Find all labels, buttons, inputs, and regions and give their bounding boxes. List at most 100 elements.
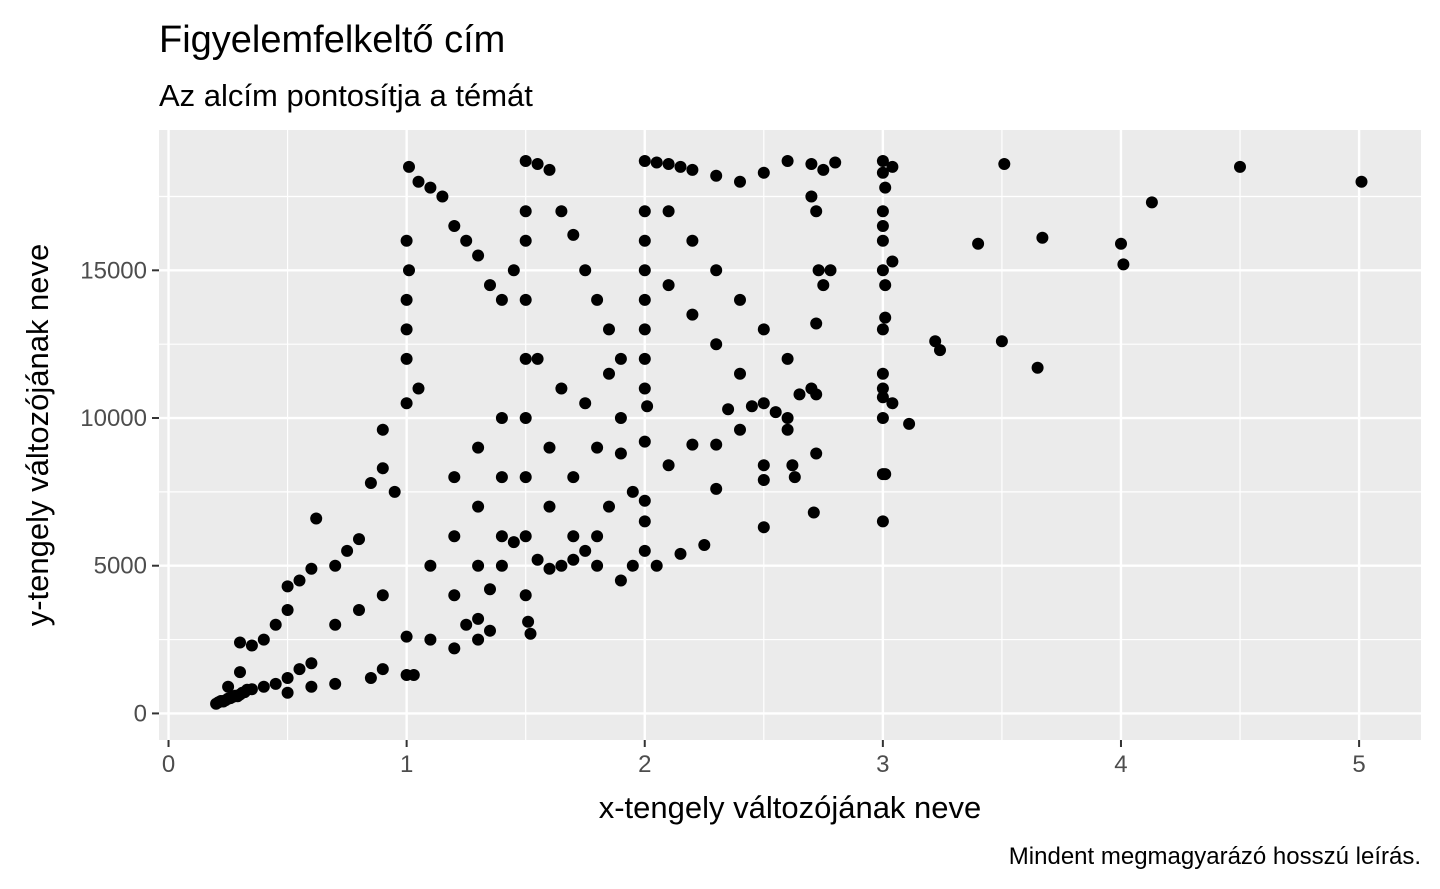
data-point (579, 397, 592, 410)
data-point (436, 190, 449, 203)
y-tick-label: 0 (134, 700, 147, 727)
data-point (824, 264, 837, 277)
data-point (531, 553, 544, 566)
data-point (734, 293, 746, 306)
y-axis-title: y-tengely változójának neve (20, 244, 55, 627)
data-point (460, 618, 473, 631)
data-point (591, 293, 604, 306)
data-point (1117, 258, 1130, 271)
data-point (781, 352, 794, 365)
data-point (519, 234, 532, 247)
x-tick-label: 4 (1114, 751, 1127, 778)
data-point (662, 279, 675, 292)
data-point (734, 175, 746, 188)
data-point (1031, 361, 1044, 374)
data-point (614, 447, 627, 460)
data-point (650, 559, 663, 572)
data-point (495, 530, 508, 543)
data-point (376, 462, 389, 475)
data-point (886, 397, 899, 410)
data-point (329, 618, 342, 631)
data-point (353, 533, 365, 546)
data-point (281, 604, 294, 616)
data-point (876, 412, 889, 424)
data-point (829, 156, 842, 169)
chart-title: Figyelemfelkeltő cím (159, 19, 505, 61)
data-point (484, 624, 496, 637)
data-point (555, 205, 568, 218)
data-point (400, 630, 413, 643)
data-point (876, 264, 889, 277)
data-point (484, 279, 496, 292)
data-point (507, 536, 520, 549)
data-point (257, 680, 270, 693)
data-point (495, 412, 508, 424)
data-point (460, 234, 473, 247)
data-point (686, 438, 699, 451)
data-point (281, 580, 294, 593)
data-point (310, 512, 323, 525)
data-point (519, 530, 532, 543)
data-point (472, 559, 485, 572)
data-point (305, 680, 318, 693)
data-point (876, 367, 889, 380)
data-point (641, 400, 654, 413)
data-point (638, 155, 651, 167)
x-tick-label: 3 (876, 751, 889, 778)
data-point (567, 228, 580, 241)
data-point (879, 181, 892, 194)
data-point (412, 382, 425, 395)
data-point (555, 382, 568, 395)
data-point (305, 562, 318, 575)
data-point (638, 382, 651, 395)
data-point (448, 220, 461, 232)
data-point (710, 482, 723, 495)
data-point (407, 669, 420, 681)
data-point (353, 604, 365, 616)
data-point (531, 352, 544, 365)
data-point (817, 163, 830, 176)
data-point (886, 255, 899, 268)
data-point (555, 559, 568, 572)
data-point (734, 423, 746, 436)
data-point (879, 279, 892, 292)
data-point (734, 367, 746, 380)
data-point (403, 160, 415, 173)
data-point (638, 323, 651, 336)
data-point (524, 627, 537, 640)
data-point (424, 181, 437, 194)
data-point (472, 612, 485, 625)
data-point (638, 515, 651, 528)
data-point (757, 323, 770, 336)
data-point (234, 666, 246, 679)
x-tick-label: 0 (162, 751, 175, 778)
data-point (614, 412, 627, 424)
x-tick-label: 2 (638, 751, 651, 778)
data-point (567, 553, 580, 566)
data-point (522, 615, 535, 628)
data-point (674, 160, 687, 173)
data-point (376, 663, 389, 676)
data-point (579, 544, 592, 557)
data-point (810, 205, 823, 218)
data-point (269, 677, 282, 690)
data-point (293, 663, 306, 676)
data-point (400, 397, 413, 410)
data-point (710, 338, 723, 351)
y-tick-label: 5000 (94, 553, 147, 580)
data-point (234, 636, 246, 649)
data-point (269, 618, 282, 631)
data-point (305, 657, 318, 670)
data-point (638, 494, 651, 507)
data-point (876, 155, 889, 167)
data-point (1036, 231, 1049, 244)
gridlines-minor (159, 130, 1421, 740)
data-point (788, 471, 801, 484)
data-point (603, 367, 615, 380)
data-point (472, 633, 485, 646)
data-point (769, 406, 782, 419)
data-point (686, 308, 699, 321)
data-point (376, 589, 389, 602)
data-point (810, 317, 823, 330)
data-point (519, 412, 532, 424)
